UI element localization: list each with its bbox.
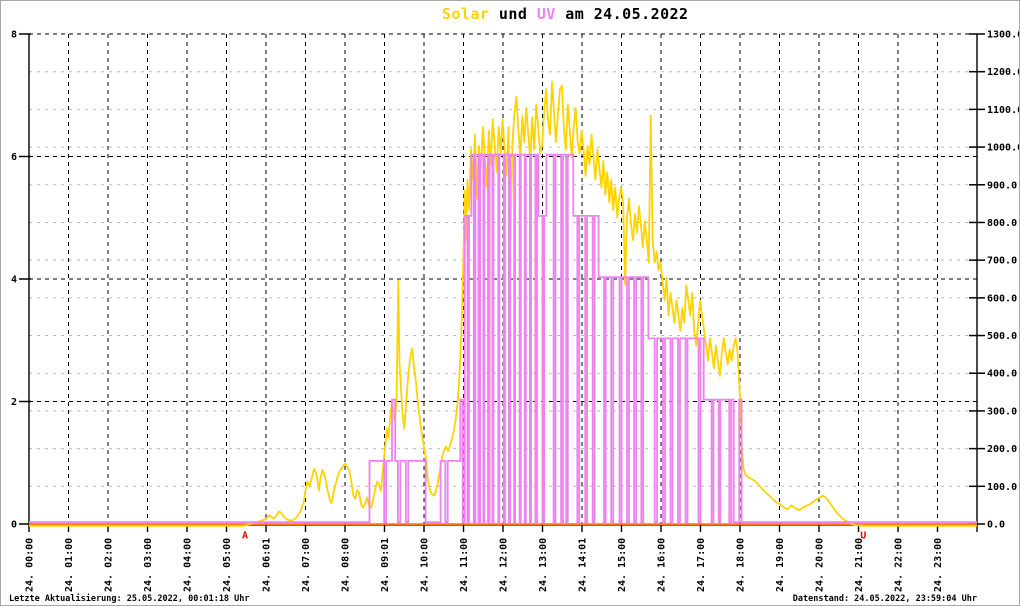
x-tick-label: 24. 05:00 bbox=[222, 538, 233, 592]
x-tick-label: 24. 12:00 bbox=[499, 538, 510, 592]
y-right-tick-label: 700.0 bbox=[987, 256, 1017, 267]
title-uv-word: UV bbox=[536, 5, 556, 23]
x-tick-label: 24. 14:01 bbox=[578, 538, 589, 592]
y-left-tick-labels: 0 2 4 6 8 bbox=[11, 30, 17, 531]
x-tick-label: 24. 13:00 bbox=[538, 538, 549, 592]
x-tick-label: 24. 11:00 bbox=[459, 538, 470, 592]
chart-title: Solar und UV am 24.05.2022 bbox=[442, 5, 689, 23]
x-tick-label: 24. 17:00 bbox=[696, 538, 707, 592]
y-right-tick-label: 100.0 bbox=[987, 482, 1017, 493]
y-right-tick-label: 1300.0 bbox=[987, 30, 1020, 41]
x-tick-label: 24. 18:00 bbox=[736, 538, 747, 592]
x-tick-label: 24. 07:00 bbox=[301, 538, 312, 592]
y-left-tick-label: 0 bbox=[11, 520, 17, 531]
x-tick-label: 24. 00:00 bbox=[25, 538, 36, 592]
x-tick-label: 24. 10:00 bbox=[420, 538, 431, 592]
title-solar-word: Solar bbox=[442, 5, 490, 23]
y-right-tick-label: 1000.0 bbox=[987, 143, 1020, 154]
y-left-tick-label: 4 bbox=[11, 275, 17, 286]
y-right-tick-label: 500.0 bbox=[987, 331, 1017, 342]
x-tick-label: 24. 19:00 bbox=[775, 538, 786, 592]
x-tick-label: 24. 01:00 bbox=[64, 538, 75, 592]
x-tick-label: 24. 02:00 bbox=[104, 538, 115, 592]
y-right-tick-label: 800.0 bbox=[987, 218, 1017, 229]
x-tick-label: 24. 08:00 bbox=[341, 538, 352, 592]
title-date: am 24.05.2022 bbox=[555, 5, 689, 23]
x-tick-label: 24. 21:00 bbox=[854, 538, 865, 592]
x-tick-labels: 24. 00:00 24. 01:00 24. 02:00 24. 03:00 24. … bbox=[25, 538, 945, 592]
y-right-tick-label: 400.0 bbox=[987, 369, 1017, 380]
sunrise-marker: A bbox=[242, 531, 248, 542]
y-right-tick-label: 0.0 bbox=[987, 520, 1005, 531]
x-tick-label: 24. 09:01 bbox=[380, 538, 391, 592]
x-tick-label: 24. 16:00 bbox=[657, 538, 668, 592]
y-right-tick-label: 900.0 bbox=[987, 180, 1017, 191]
y-right-tick-label: 200.0 bbox=[987, 444, 1017, 455]
y-right-tick-labels: 0.0 100.0 200.0 300.0 400.0 500.0 600.0 700.0 80… bbox=[987, 30, 1020, 531]
y-left-tick-label: 2 bbox=[11, 397, 17, 408]
x-tick-label: 24. 20:00 bbox=[815, 538, 826, 592]
last-update-text: Letzte Aktualisierung: 25.05.2022, 00:01… bbox=[9, 594, 250, 604]
y-left-tick-label: 6 bbox=[11, 152, 17, 163]
solar-trace bbox=[29, 80, 977, 527]
x-tick-label: 24. 06:01 bbox=[262, 538, 273, 592]
y-right-tick-label: 300.0 bbox=[987, 406, 1017, 417]
x-tick-label: 24. 03:00 bbox=[143, 538, 154, 592]
y-right-tick-label: 600.0 bbox=[987, 293, 1017, 304]
x-tick-label: 24. 22:00 bbox=[894, 538, 905, 592]
axis-ticks bbox=[19, 33, 985, 532]
y-left-tick-label: 8 bbox=[11, 30, 17, 41]
x-tick-label: 24. 15:00 bbox=[617, 538, 628, 592]
y-right-tick-label: 1200.0 bbox=[987, 67, 1020, 78]
y-right-tick-label: 1100.0 bbox=[987, 105, 1020, 116]
data-status-text: Datenstand: 24.05.2022, 23:59:04 Uhr bbox=[792, 594, 977, 604]
x-tick-label: 24. 23:00 bbox=[933, 538, 944, 592]
title-connector-word: und bbox=[489, 5, 537, 23]
uv-trace bbox=[29, 153, 977, 524]
sunset-marker: U bbox=[860, 531, 866, 542]
x-tick-label: 24. 04:00 bbox=[183, 538, 194, 592]
